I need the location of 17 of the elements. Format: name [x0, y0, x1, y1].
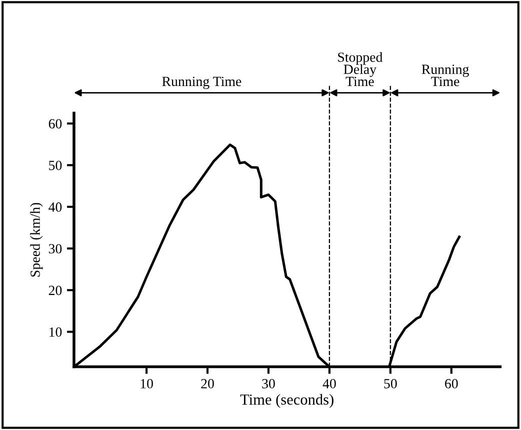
x-tick-label: 20 — [201, 378, 214, 388]
y-tick-label: 30 — [48, 244, 62, 254]
x-tick-label: 30 — [262, 378, 275, 388]
y-tick-label: 60 — [48, 119, 62, 128]
x-tick-label: 50 — [384, 378, 397, 388]
text: Running Time — [422, 64, 469, 86]
text: Stopped Delay Time — [338, 52, 383, 86]
y-axis-title: Speed (km/h) — [30, 202, 43, 277]
x-tick-label: 10 — [140, 378, 153, 388]
x-tick-label: 40 — [322, 378, 336, 388]
y-tick-label: 50 — [49, 160, 62, 170]
y-tick-label: 10 — [50, 327, 62, 337]
y-tick-label: 20 — [48, 286, 62, 296]
text: Running Time — [162, 76, 242, 89]
y-tick-label: 40 — [48, 202, 62, 212]
x-tick-label: 60 — [445, 378, 458, 388]
x-axis-title: Time (seconds) — [240, 394, 334, 408]
